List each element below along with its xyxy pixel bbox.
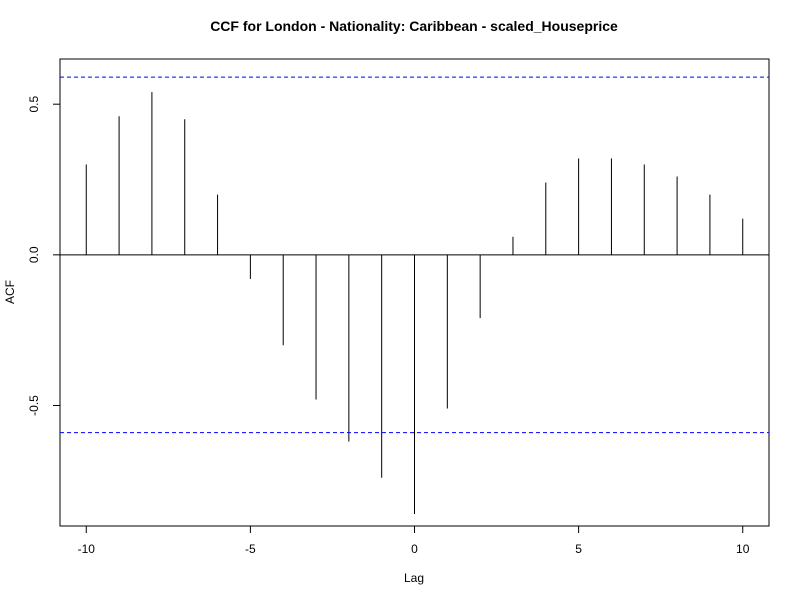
chart-title: CCF for London - Nationality: Caribbean … [210,18,618,34]
x-tick-label: 0 [411,542,418,556]
y-axis-label: ACF [3,280,17,304]
x-axis: -10 -5 0 5 10 [78,525,750,556]
x-tick-label: -10 [78,542,96,556]
x-tick-label: -5 [245,542,256,556]
ccf-bars [85,92,744,514]
x-axis-label: Lag [404,571,424,585]
x-tick-label: 5 [575,542,582,556]
y-axis: -0.5 0.0 0.5 [27,96,61,416]
y-tick-label: -0.5 [27,395,41,416]
y-tick-label: 0.5 [27,96,41,113]
y-tick-label: 0.0 [27,246,41,263]
confidence-bounds [60,76,769,434]
x-tick-label: 10 [736,542,750,556]
